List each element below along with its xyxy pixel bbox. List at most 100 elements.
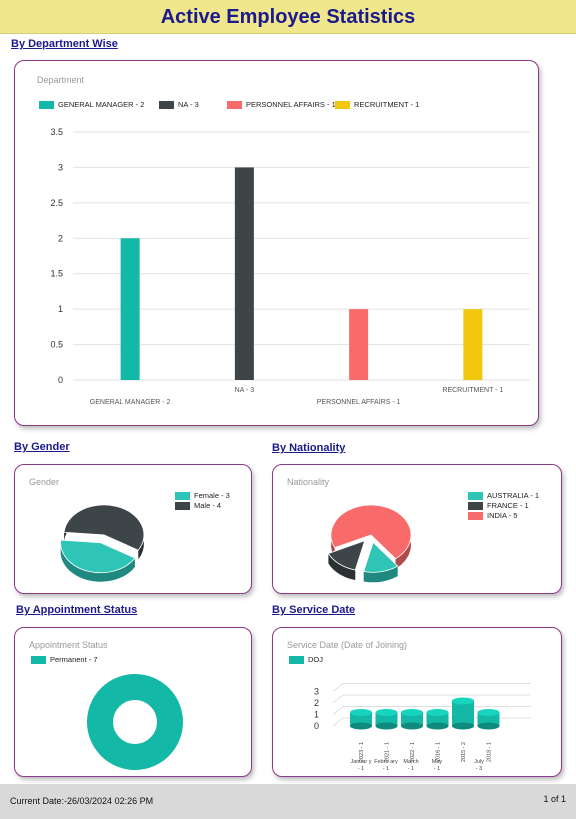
y-tick-label: 0.5 <box>50 340 63 350</box>
y-tick-label: 3.5 <box>50 127 63 137</box>
y-tick-label: 1 <box>314 710 319 720</box>
page-number: 1 of 1 <box>543 794 566 804</box>
bar <box>401 712 423 726</box>
x-tick-label: RECRUITMENT - 1 <box>442 387 503 394</box>
y-tick-label: 1.5 <box>50 269 63 279</box>
gender-chart-title: Gender <box>29 477 60 487</box>
x-group-label: March - 1 <box>403 759 418 772</box>
legend-swatch <box>227 100 242 109</box>
x-group-label: May - 1 <box>432 759 443 772</box>
bar <box>234 167 254 380</box>
service-date-chart-title: Service Date (Date of Joining) <box>287 640 408 650</box>
y-tick-label: 2 <box>314 698 319 708</box>
y-tick-label: 0 <box>58 375 63 385</box>
pie-slice-side <box>331 505 411 569</box>
bar-base <box>426 722 449 730</box>
nationality-pie-chart <box>327 504 412 583</box>
gridline <box>332 683 531 692</box>
pie-slice <box>327 540 366 571</box>
section-heading-nationality: By Nationality <box>272 442 346 454</box>
service-date-3d-bar-chart: 01 23 2023 - 1 2021 - 1 2022 - 1 2016 - 1 2015… <box>314 683 531 772</box>
nationality-chart-card: Nationality AUSTRALIA - 1 FRANCE - 1 INDIA… <box>272 464 562 594</box>
x-tick-label: 2015 - 2 <box>461 742 467 762</box>
legend-label: Male - 4 <box>194 501 222 510</box>
x-tick-label: 2022 - 1 <box>410 742 416 762</box>
pie-slice-side <box>60 540 135 582</box>
legend-label: Female - 3 <box>194 491 230 500</box>
bar <box>375 712 398 726</box>
appointment-chart-title: Appointment Status <box>29 640 108 650</box>
bar-cap <box>401 709 423 716</box>
legend-swatch <box>31 655 46 664</box>
bar <box>463 309 483 380</box>
legend-item: RECRUITMENT - 1 <box>335 100 419 109</box>
legend-label: INDIA - 5 <box>487 511 518 520</box>
legend-item: DOJ <box>289 655 323 664</box>
x-tick-label: 2018 - 1 <box>487 742 493 762</box>
report-title: Active Employee Statistics <box>160 6 416 28</box>
bar-base <box>452 722 474 730</box>
department-chart-card: Department GENERAL MANAGER - 2 NA - 3 PERS… <box>14 60 539 426</box>
bar <box>426 712 449 726</box>
x-group-label: Febru ary - 1 <box>374 759 398 772</box>
legend-label: NA - 3 <box>178 100 199 109</box>
bar <box>452 701 474 726</box>
gender-pie-chart <box>60 504 145 582</box>
legend-label: GENERAL MANAGER - 2 <box>58 100 145 109</box>
legend-swatch <box>289 655 304 664</box>
pie-slice <box>363 541 399 573</box>
legend-swatch <box>159 100 174 109</box>
legend-swatch <box>468 501 483 510</box>
bar-cap <box>375 709 398 716</box>
pie-slice <box>330 504 412 560</box>
section-heading-service-date: By Service Date <box>272 604 356 616</box>
legend-item: GENERAL MANAGER - 2 <box>39 100 144 109</box>
legend-swatch <box>468 511 483 520</box>
legend-swatch <box>175 491 190 500</box>
legend-item: NA - 3 <box>159 100 199 109</box>
legend-label: AUSTRALIA - 1 <box>487 491 540 500</box>
bar <box>120 238 140 380</box>
legend-item: FRANCE - 1 <box>468 501 529 510</box>
bar-cap <box>477 709 500 716</box>
legend-item: INDIA - 5 <box>468 511 517 520</box>
y-tick-label: 2.5 <box>50 198 63 208</box>
pie-slice <box>63 504 145 551</box>
y-tick-label: 3 <box>314 687 319 697</box>
bar-base <box>477 722 500 730</box>
gender-chart-card: Gender Female - 3 Male - 4 <box>14 464 252 594</box>
nationality-chart-title: Nationality <box>287 477 330 487</box>
section-heading-department: By Department Wise <box>11 38 118 50</box>
bar-cap <box>350 709 372 716</box>
legend-label: FRANCE - 1 <box>487 501 529 510</box>
legend-item: AUSTRALIA - 1 <box>468 491 539 500</box>
report-header: Active Employee Statistics <box>0 0 576 34</box>
x-group-label: July - 3 <box>474 759 484 772</box>
legend-item: Female - 3 <box>175 491 230 500</box>
department-chart-title: Department <box>37 75 85 85</box>
legend-swatch <box>175 501 190 510</box>
y-tick-label: 3 <box>58 162 63 172</box>
bar <box>349 309 369 380</box>
y-tick-label: 0 <box>314 721 319 731</box>
legend-swatch <box>468 491 483 500</box>
legend-item: PERSONNEL AFFAIRS - 1 <box>227 100 336 109</box>
legend-label: Permanent - 7 <box>50 655 98 664</box>
bar-cap <box>426 709 449 716</box>
appointment-donut-chart <box>87 674 183 770</box>
legend-swatch <box>335 100 350 109</box>
legend-label: PERSONNEL AFFAIRS - 1 <box>246 100 336 109</box>
legend-label: RECRUITMENT - 1 <box>354 100 420 109</box>
section-heading-appointment: By Appointment Status <box>16 604 138 616</box>
pie-slice <box>60 539 136 574</box>
y-tick-label: 1 <box>58 304 63 314</box>
legend-label: DOJ <box>308 655 323 664</box>
appointment-chart-card: Appointment Status Permanent - 7 <box>14 627 252 777</box>
page-footer: Current Date:-26/03/2024 02:26 PM 1 of 1 <box>0 784 576 819</box>
y-tick-label: 2 <box>58 233 63 243</box>
x-group-label: Januar y- 1 <box>350 759 371 772</box>
bar <box>477 712 500 726</box>
section-heading-gender: By Gender <box>14 441 70 453</box>
x-tick-label: 2023 - 1 <box>359 742 365 762</box>
